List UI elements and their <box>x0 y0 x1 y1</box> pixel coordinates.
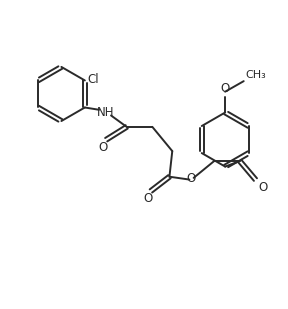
Text: Cl: Cl <box>87 73 99 86</box>
Text: O: O <box>143 193 153 205</box>
Text: O: O <box>186 172 196 185</box>
Text: CH₃: CH₃ <box>245 70 266 80</box>
Text: O: O <box>221 83 230 95</box>
Text: O: O <box>258 181 268 194</box>
Text: NH: NH <box>96 106 114 119</box>
Text: O: O <box>98 141 107 154</box>
